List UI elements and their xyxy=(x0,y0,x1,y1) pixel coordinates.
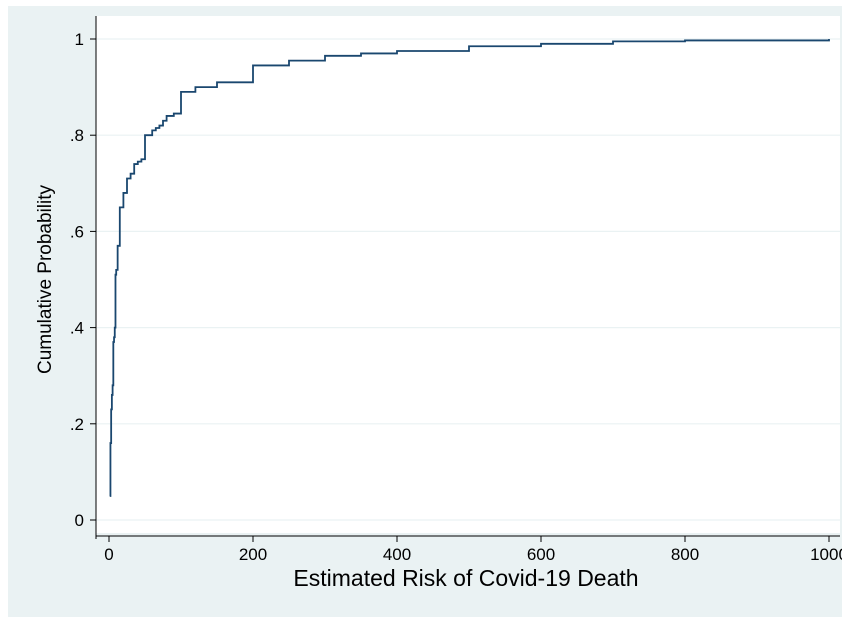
y-tick-label: 1 xyxy=(75,30,84,49)
y-tick-label: .6 xyxy=(70,222,84,241)
tick-labels: 0 .2 .4 .6 .8 1 0 200 400 600 800 1000 xyxy=(70,30,842,564)
chart-svg: 0 .2 .4 .6 .8 1 0 200 400 600 800 1000 Estimated Ri… xyxy=(35,16,842,591)
x-tick-label: 200 xyxy=(239,545,267,564)
x-tick-label: 0 xyxy=(104,545,113,564)
y-tick-label: .4 xyxy=(70,319,84,338)
plot-area xyxy=(96,16,840,533)
y-axis-title: Cumulative Probability xyxy=(35,184,56,374)
x-tick-label: 800 xyxy=(671,545,699,564)
x-axis-title: Estimated Risk of Covid-19 Death xyxy=(293,565,638,591)
y-tick-label: .8 xyxy=(70,126,84,145)
cdf-step-line xyxy=(109,39,830,497)
chart-frame: 0 .2 .4 .6 .8 1 0 200 400 600 800 1000 Estimated Ri… xyxy=(8,6,842,617)
x-tick-label: 400 xyxy=(383,545,411,564)
x-tick-label: 600 xyxy=(527,545,555,564)
y-tick-label: 0 xyxy=(75,511,84,530)
y-tick-label: .2 xyxy=(70,415,84,434)
x-tick-label: 1000 xyxy=(810,545,842,564)
gridlines xyxy=(96,38,840,521)
axes xyxy=(90,16,840,542)
series-group xyxy=(109,39,830,497)
